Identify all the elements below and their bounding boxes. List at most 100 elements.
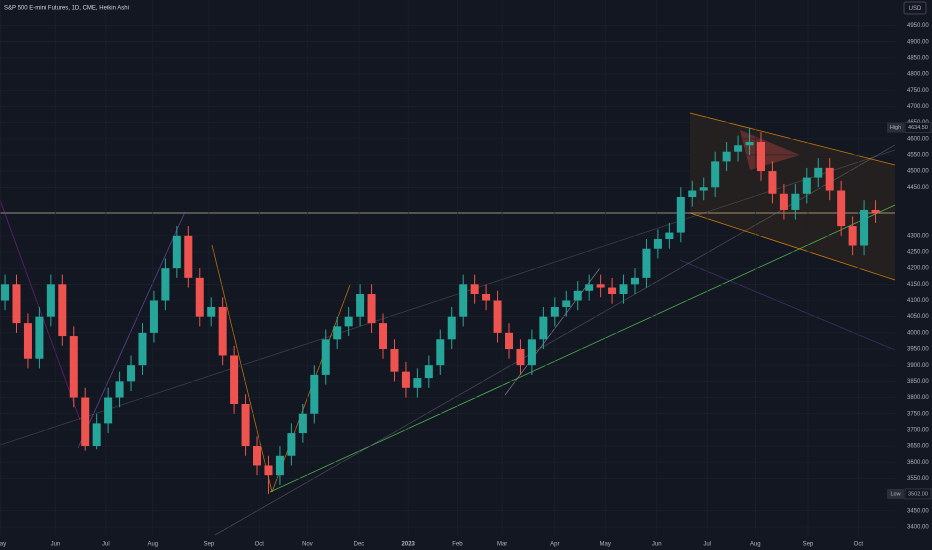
x-tick-label: Oct	[255, 542, 265, 548]
candle-body	[768, 171, 777, 194]
trend-line	[77, 211, 186, 449]
candle-body	[447, 316, 456, 340]
candle-body	[218, 306, 227, 356]
y-tick-label: 4300.00	[907, 233, 929, 239]
candle-body	[550, 306, 559, 317]
price-marker-value: 4634.50	[908, 125, 928, 131]
y-tick-label: 4900.00	[907, 39, 929, 45]
y-tick-label: 3550.00	[907, 476, 929, 482]
candle-body	[493, 300, 502, 333]
price-marker	[887, 122, 904, 133]
y-tick-label: 3650.00	[907, 444, 929, 450]
candle-body	[619, 284, 628, 295]
x-tick-label: Aug	[147, 542, 158, 548]
candle-body	[23, 323, 32, 359]
y-tick-label: 3400.00	[907, 524, 929, 530]
x-tick-label: Jul	[102, 542, 110, 548]
candle-body	[172, 235, 181, 269]
candle-body	[401, 371, 410, 388]
currency-button[interactable]	[903, 1, 927, 15]
price-marker	[887, 488, 904, 499]
candle-body	[390, 349, 399, 372]
candle-body	[149, 300, 158, 333]
candle-body	[241, 403, 250, 447]
axes: 3400.00 3450.00 3550.00 3600.00 3650.00 3700.…	[0, 23, 932, 548]
candle-body	[310, 374, 319, 414]
candle-body	[424, 365, 433, 379]
candle-body	[92, 423, 101, 447]
candle-body	[734, 145, 743, 152]
price-marker-label: High	[890, 125, 901, 131]
candle-body	[470, 284, 479, 295]
candle-body	[653, 239, 662, 249]
candle-body	[115, 381, 124, 398]
candle-body	[138, 332, 147, 366]
candle-body	[756, 141, 765, 172]
candle-body	[356, 294, 365, 317]
candle-body	[871, 209, 880, 214]
x-tick-label: 2023	[402, 542, 416, 548]
candle-body	[527, 339, 536, 366]
candle-body	[35, 316, 44, 359]
trend-line	[689, 212, 896, 281]
candle-body	[848, 226, 857, 246]
x-tick-label: Dec	[354, 542, 365, 548]
y-tick-label: 4100.00	[907, 298, 929, 304]
y-tick-label: 3850.00	[907, 379, 929, 385]
candle-body	[104, 397, 113, 424]
candle-body	[837, 190, 846, 227]
candle-body	[814, 167, 823, 178]
candle-body	[516, 349, 525, 366]
candle-body	[436, 339, 445, 366]
y-tick-label: 3800.00	[907, 395, 929, 401]
y-tick-label: 3600.00	[907, 460, 929, 466]
candle-body	[459, 284, 468, 317]
trend-line	[0, 199, 81, 421]
candle-body	[825, 167, 834, 191]
candle-body	[711, 161, 720, 188]
x-tick-label: Nov	[302, 542, 313, 548]
candle-body	[573, 290, 582, 301]
y-tick-label: 4200.00	[907, 266, 929, 272]
candle-body	[802, 177, 811, 194]
candle-body	[127, 365, 136, 382]
candle-body	[321, 339, 330, 375]
x-tick-label: Jun	[652, 542, 662, 548]
candle-body	[504, 332, 514, 350]
candle-body	[608, 287, 617, 295]
x-tick-label: Oct	[854, 542, 864, 548]
x-tick-label: Sep	[204, 542, 215, 548]
candle-body	[333, 326, 342, 340]
trend-line	[679, 259, 896, 351]
candle-body	[344, 316, 353, 327]
y-tick-label: 4250.00	[907, 250, 929, 256]
x-tick-label: Apr	[550, 542, 559, 548]
candle-body	[12, 284, 21, 324]
candle-body	[688, 190, 697, 197]
candle-body	[860, 209, 869, 246]
candle-body	[722, 151, 731, 162]
candle-body	[1, 284, 10, 301]
candle-body	[253, 446, 262, 466]
chart-title: S&P 500 E-mini Futures, 1D, CME, Heikin …	[4, 6, 129, 12]
candle-body	[230, 355, 239, 404]
candle-body	[264, 465, 273, 476]
candle-body	[482, 294, 491, 301]
y-tick-label: 3450.00	[907, 508, 929, 514]
candle-body	[184, 235, 193, 278]
candle-body	[539, 316, 548, 340]
candle-body	[413, 378, 422, 388]
y-tick-label: 4500.00	[907, 169, 929, 175]
y-tick-label: 4450.00	[907, 185, 929, 191]
y-tick-label: 3950.00	[907, 347, 929, 353]
y-tick-label: 4700.00	[907, 104, 929, 110]
candle-body	[367, 294, 376, 324]
candle-body	[699, 187, 708, 191]
candle-body	[195, 277, 204, 317]
trend-line	[0, 149, 896, 446]
y-tick-label: 3750.00	[907, 411, 929, 417]
x-tick-label: Feb	[452, 542, 463, 548]
candle-body	[630, 277, 640, 285]
candle-body	[379, 323, 388, 350]
